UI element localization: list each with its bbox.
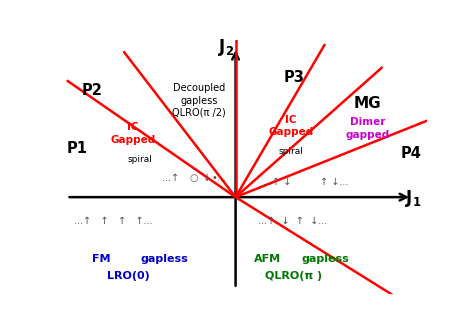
- Text: ○: ○: [190, 173, 198, 183]
- Text: Decoupled
gapless
QLRO(π /2): Decoupled gapless QLRO(π /2): [172, 83, 226, 118]
- Text: gapless: gapless: [301, 254, 349, 264]
- Text: MG: MG: [353, 96, 381, 111]
- Text: ↑ ↓...: ↑ ↓...: [320, 177, 348, 187]
- Text: P2: P2: [82, 83, 102, 98]
- Text: spiral: spiral: [128, 154, 153, 164]
- Text: IC
Gapped: IC Gapped: [110, 122, 155, 145]
- Text: P4: P4: [401, 147, 422, 161]
- Text: LRO(0): LRO(0): [107, 271, 150, 281]
- Text: spiral: spiral: [278, 147, 303, 156]
- Text: FM: FM: [92, 254, 111, 264]
- Text: ...↑ ↓: ...↑ ↓: [263, 177, 292, 187]
- Text: P1: P1: [66, 141, 88, 156]
- Text: Dimer
gapped: Dimer gapped: [346, 117, 390, 140]
- Text: IC
Gapped: IC Gapped: [268, 115, 313, 137]
- Text: •...: •...: [212, 173, 227, 183]
- Text: QLRO(π ): QLRO(π ): [265, 271, 322, 281]
- Text: ↓: ↓: [202, 173, 210, 183]
- Text: $\mathbf{J_1}$: $\mathbf{J_1}$: [405, 188, 422, 209]
- Text: gapless: gapless: [140, 254, 188, 264]
- Text: P3: P3: [283, 70, 304, 85]
- Text: ...↑  ↓  ↑  ↓...: ...↑ ↓ ↑ ↓...: [258, 216, 327, 226]
- Text: ...↑   ↑   ↑   ↑...: ...↑ ↑ ↑ ↑...: [74, 216, 153, 226]
- Text: $\mathbf{J_2}$: $\mathbf{J_2}$: [218, 37, 235, 58]
- Text: ...↑: ...↑: [162, 173, 179, 183]
- Text: AFM: AFM: [254, 254, 281, 264]
